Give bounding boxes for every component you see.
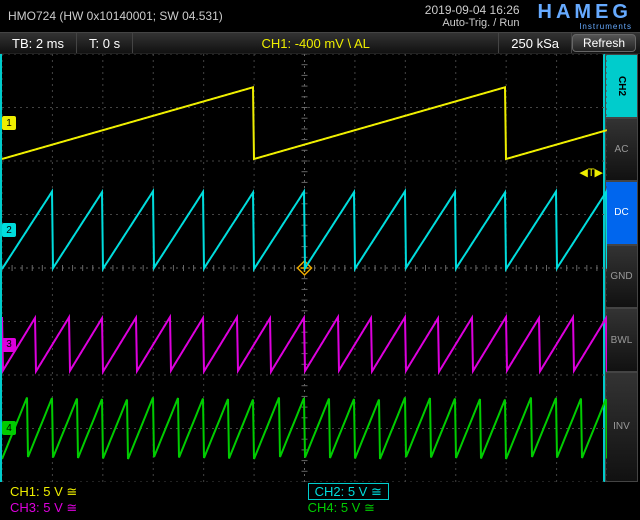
coupling-gnd-button[interactable]: GND: [605, 245, 638, 309]
bandwidth-limit-button[interactable]: BWL: [605, 308, 638, 372]
coupling-dc-button[interactable]: DC: [605, 181, 638, 245]
channel-select-ch2[interactable]: CH2: [605, 54, 638, 118]
brand-subtitle: Instruments: [579, 22, 632, 31]
refresh-button[interactable]: Refresh: [572, 34, 636, 52]
channel-marker-ch3[interactable]: 3: [2, 338, 16, 352]
datetime: 2019-09-04 16:26: [425, 3, 520, 17]
ch2-scale[interactable]: CH2: 5 V ≅: [308, 483, 389, 500]
ch3-scale: CH3: 5 V ≅: [10, 500, 308, 516]
channel-marker-ch2[interactable]: 2: [2, 223, 16, 237]
channel-marker-ch1[interactable]: 1: [2, 116, 16, 130]
channel-marker-ch4[interactable]: 4: [2, 421, 16, 435]
coupling-ac-button[interactable]: AC: [605, 118, 638, 182]
timebase-label: TB: 2 ms: [0, 33, 77, 53]
waveform-svg: [2, 54, 607, 482]
brand-name: HAMEG: [538, 1, 632, 24]
header-bar: HMO724 (HW 0x10140001; SW 04.531) 2019-0…: [0, 0, 640, 32]
footer-bar: CH1: 5 V ≅ CH2: 5 V ≅ CH3: 5 V ≅ CH4: 5 …: [0, 482, 640, 518]
side-panel: CH2 AC DC GND BWL INV: [605, 54, 638, 482]
ch1-scale: CH1: 5 V ≅: [10, 484, 308, 500]
main-area: 1 2 3 4 ◀T▶ CH2 AC DC GND BWL INV: [0, 54, 640, 482]
info-bar: TB: 2 ms T: 0 s CH1: -400 mV \ AL 250 kS…: [0, 32, 640, 54]
invert-button[interactable]: INV: [605, 372, 638, 482]
brand-logo: HAMEG Instruments: [528, 1, 632, 31]
header-status: 2019-09-04 16:26 Auto-Trig. / Run: [425, 3, 528, 29]
time-offset-label: T: 0 s: [77, 33, 133, 53]
trigger-level-marker[interactable]: ◀T▶: [579, 166, 603, 179]
sample-rate-label: 250 kSa: [499, 33, 572, 53]
trigger-info: CH1: -400 mV \ AL: [133, 33, 499, 53]
device-info: HMO724 (HW 0x10140001; SW 04.531): [8, 9, 425, 23]
trigger-mode: Auto-Trig. / Run: [442, 17, 519, 29]
waveform-display[interactable]: 1 2 3 4 ◀T▶: [0, 54, 605, 482]
ch4-scale: CH4: 5 V ≅: [308, 500, 606, 516]
